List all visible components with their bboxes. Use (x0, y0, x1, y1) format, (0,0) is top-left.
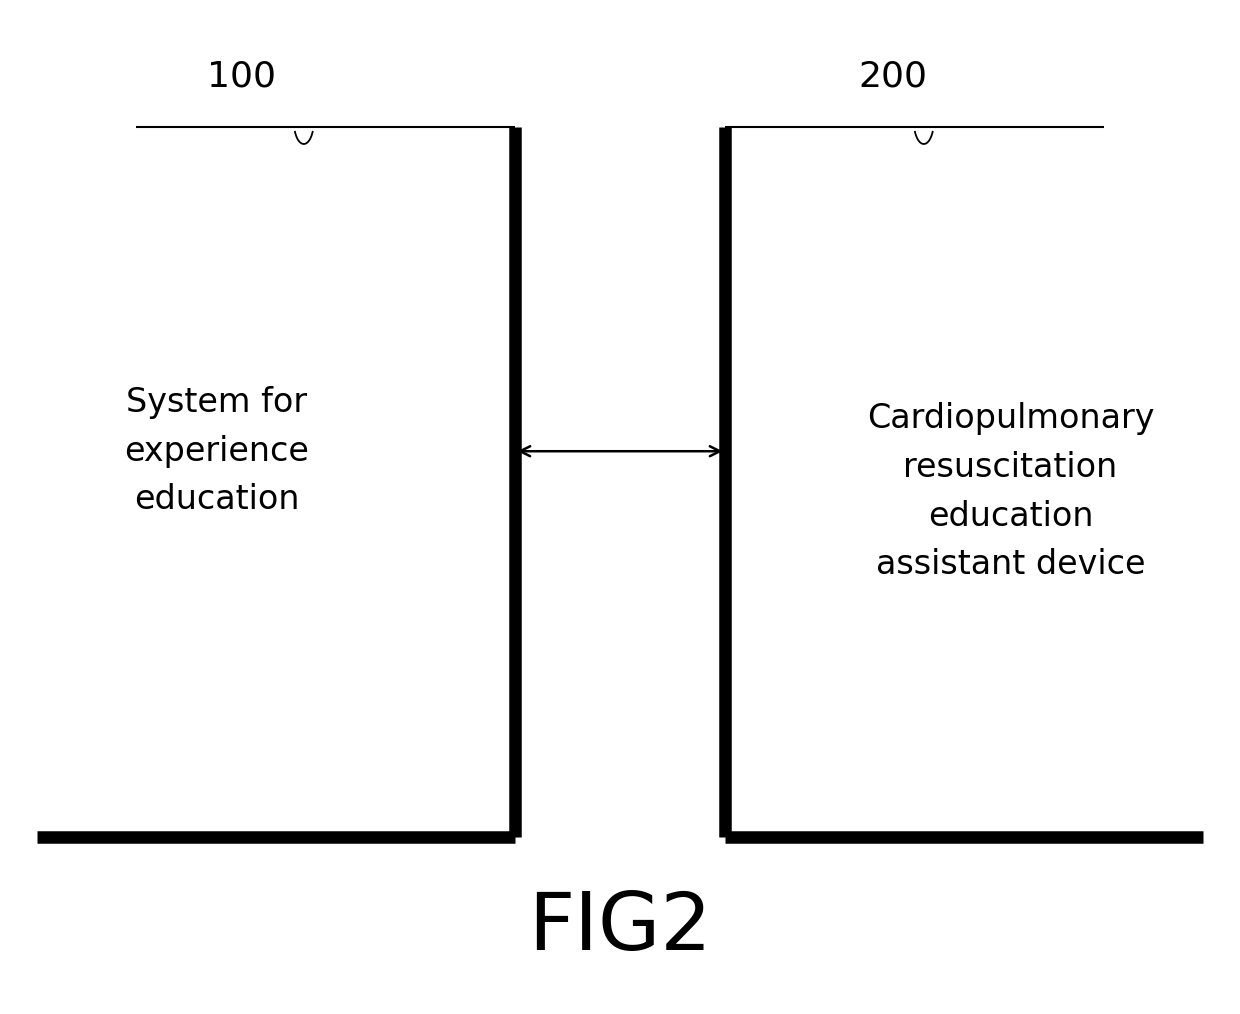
Text: Cardiopulmonary
resuscitation
education
assistant device: Cardiopulmonary resuscitation education … (867, 403, 1154, 581)
Text: 200: 200 (858, 59, 928, 93)
Text: System for
experience
education: System for experience education (124, 386, 310, 516)
Text: FIG2: FIG2 (528, 889, 712, 966)
Text: 100: 100 (207, 59, 277, 93)
